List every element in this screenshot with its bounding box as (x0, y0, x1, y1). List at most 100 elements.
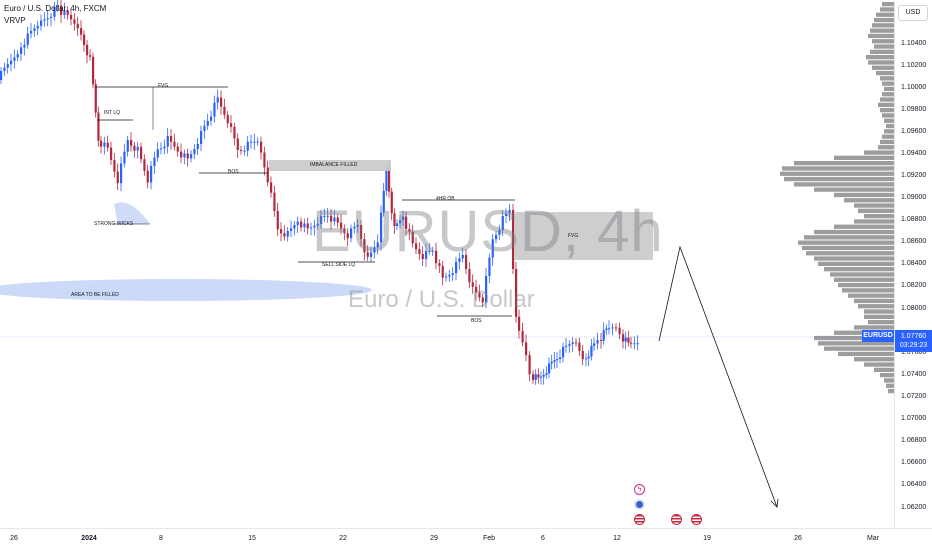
candle-body (399, 220, 402, 224)
imbalance-label: IMBALANCE FILLED (310, 162, 358, 168)
candle-body (435, 250, 438, 264)
currency-button[interactable]: USD (898, 5, 928, 21)
price-tick-label: 1.08800 (901, 216, 927, 223)
indicator-title[interactable]: VRVP (4, 16, 26, 25)
candle-body (488, 257, 491, 276)
candle-body (550, 361, 553, 364)
volume-profile-bar (818, 261, 894, 266)
candle-body (481, 297, 484, 303)
us-flag-icon[interactable] (671, 514, 682, 525)
candle-body (568, 344, 571, 346)
us-flag-icon[interactable] (691, 514, 702, 525)
candle-body (166, 136, 169, 147)
candle-body (16, 54, 19, 58)
candle-body (556, 359, 559, 361)
volume-profile-bar (880, 97, 894, 102)
volume-profile-bar (880, 7, 894, 12)
price-axis[interactable]: 1.10400 1.10200 1.10000 1.09800 1.09600 1.094… (894, 0, 932, 528)
candle-body (53, 6, 56, 17)
candle-body (203, 125, 206, 131)
current-price-badge[interactable]: 1.07760 03:29:23 (895, 330, 932, 352)
candle-body (180, 151, 183, 158)
volume-profile-bar (864, 150, 894, 155)
candle-body (346, 233, 349, 239)
candle-body (100, 140, 103, 147)
volume-profile-bar (838, 351, 894, 357)
candle-body (230, 123, 233, 127)
volume-profile-bar (872, 65, 894, 70)
area-to-be-filled-zone[interactable] (0, 279, 372, 301)
candle-body (360, 225, 363, 240)
candle-body (451, 273, 454, 275)
volume-profile-bar (784, 176, 894, 182)
bos-left-label: BOS (228, 169, 239, 175)
time-tick-label: 22 (339, 535, 347, 542)
volume-profile-bar (868, 60, 894, 65)
candle-body (46, 18, 49, 20)
price-tick-label: 1.09000 (901, 194, 927, 201)
candle-body (60, 5, 63, 15)
candle-body (253, 141, 256, 143)
candle-body (578, 342, 581, 351)
ob-4hr-label: 4HR OB (436, 196, 455, 202)
candle-body (425, 250, 428, 259)
price-tick-label: 1.09400 (901, 150, 927, 157)
earnings-icon[interactable] (634, 499, 645, 510)
candle-body (408, 229, 411, 232)
candle-body (313, 225, 316, 228)
candle-body (240, 150, 243, 151)
candle-body (498, 229, 501, 235)
volume-profile-bar (884, 129, 894, 134)
fvg-zone[interactable] (514, 212, 653, 260)
imbalance-filled-zone[interactable] (269, 160, 391, 171)
sell-side-label: SELL SIDE LQ (322, 262, 356, 268)
volume-profile-bar (830, 272, 894, 277)
volume-profile-bar (794, 161, 894, 166)
candle-body (133, 145, 136, 151)
time-tick-label: 6 (541, 535, 545, 542)
candle-body (256, 141, 259, 143)
projection-path[interactable] (658, 245, 778, 508)
candle-body (273, 192, 276, 211)
candle-body (200, 130, 203, 144)
candle-body (76, 23, 79, 29)
candle-body (465, 255, 468, 270)
candle-body (396, 223, 399, 226)
candle-body (363, 239, 366, 253)
candle-body (565, 345, 568, 347)
candle-body (458, 258, 461, 262)
candle-body (508, 210, 511, 214)
candle-body (106, 142, 109, 148)
candle-body (615, 327, 618, 329)
chart-area[interactable]: Euro / U.S. Dollar, 4h, FXCM VRVP EURUSD… (0, 0, 894, 528)
price-tick-label: 1.08600 (901, 238, 927, 245)
volume-profile-bar (880, 76, 894, 81)
flash-icon[interactable]: ϟ (634, 484, 645, 495)
volume-profile-bar (872, 39, 894, 44)
candle-body (380, 212, 383, 243)
candle-body (618, 327, 621, 335)
price-tick-label: 1.10400 (901, 40, 927, 47)
candle-body (624, 337, 627, 342)
volume-profile-bar (882, 134, 894, 139)
candle-body (418, 249, 421, 255)
symbol-badge[interactable]: EURUSD (862, 330, 894, 342)
price-tick-label: 1.07600 (901, 349, 927, 356)
current-price-value: 1.07760 (900, 333, 927, 340)
chart-canvas[interactable] (0, 0, 894, 528)
symbol-title[interactable]: Euro / U.S. Dollar, 4h, FXCM (4, 4, 107, 13)
volume-profile-bar (802, 245, 894, 251)
candle-body (176, 146, 179, 152)
candle-body (545, 373, 548, 375)
watermark-symbol: EURUSD, 4h (312, 199, 664, 264)
candle-body (163, 146, 166, 149)
candle-body (70, 14, 73, 20)
time-axis[interactable]: 26 2024 8 15 22 29 Feb 6 12 19 26 Mar (0, 528, 932, 550)
price-tick-label: 1.10000 (901, 84, 927, 91)
candle-body (33, 28, 36, 31)
candle-body (421, 254, 424, 259)
candle-body (116, 171, 119, 184)
candle-body (562, 346, 565, 358)
us-flag-icon[interactable] (634, 514, 645, 525)
candle-body (350, 228, 353, 239)
